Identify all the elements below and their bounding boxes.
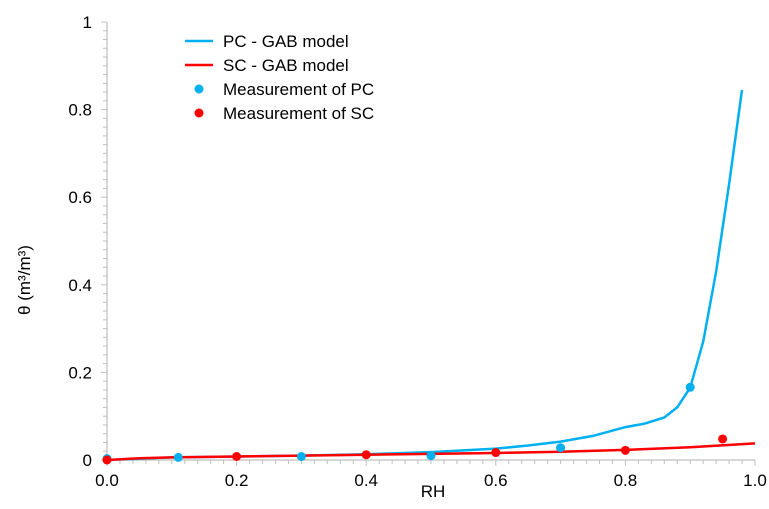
y-tick-label: 0 — [83, 451, 92, 470]
data-point — [173, 452, 183, 462]
y-tick-label: 0.8 — [68, 101, 92, 120]
legend-label: PC - GAB model — [223, 32, 349, 51]
data-point — [556, 443, 566, 453]
data-point — [491, 448, 501, 458]
y-tick-label: 0.4 — [68, 276, 92, 295]
data-point — [685, 382, 695, 392]
x-tick-label: 0.2 — [225, 471, 249, 490]
series-layer — [102, 89, 756, 465]
series-line — [106, 89, 744, 462]
data-point — [102, 455, 112, 465]
legend: PC - GAB model SC - GAB model Measurement … — [185, 32, 374, 123]
y-tick-label: 1 — [83, 13, 92, 32]
x-tick-label: 0.4 — [354, 471, 378, 490]
y-tick-label: 0.6 — [68, 188, 92, 207]
data-point — [620, 445, 630, 455]
legend-label: SC - GAB model — [223, 56, 349, 75]
legend-label: Measurement of SC — [223, 104, 374, 123]
y-axis-title: θ (m³/m³) — [15, 245, 34, 315]
legend-marker-swatch — [194, 84, 204, 94]
legend-label: Measurement of PC — [223, 80, 374, 99]
legend-marker-swatch — [194, 108, 204, 118]
axes: 0 0.2 0.4 0.6 0.8 1 0.0 0.2 0.4 0.6 0.8 1.0 — [68, 13, 766, 490]
x-tick-label: 0.8 — [614, 471, 638, 490]
x-tick-label: 1.0 — [743, 471, 767, 490]
data-point — [296, 451, 306, 461]
data-point — [426, 451, 436, 461]
series-line — [106, 442, 756, 462]
data-point — [361, 450, 371, 460]
data-point — [718, 434, 728, 444]
x-axis-title: RH — [421, 482, 446, 501]
x-tick-label: 0.0 — [95, 471, 119, 490]
x-tick-label: 0.6 — [484, 471, 508, 490]
data-point — [232, 451, 242, 461]
y-tick-label: 0.2 — [68, 363, 92, 382]
